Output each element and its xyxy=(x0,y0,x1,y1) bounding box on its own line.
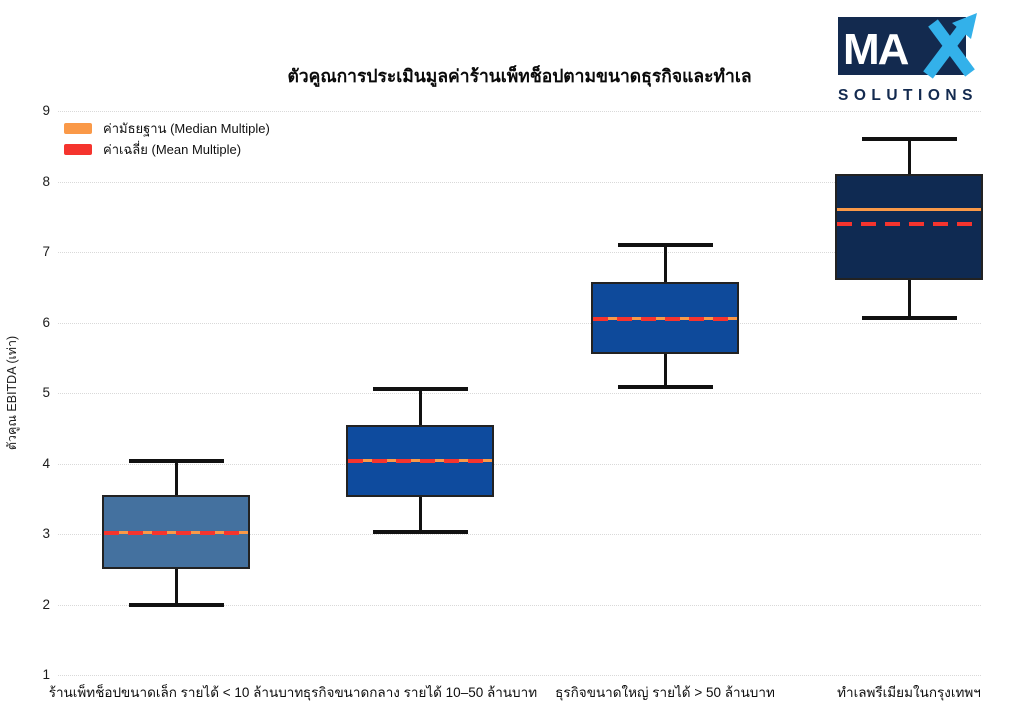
upper-whisker-line xyxy=(418,388,422,425)
y-tick-label: 1 xyxy=(42,667,50,682)
y-tick-label: 8 xyxy=(42,173,50,189)
lower-whisker-line xyxy=(663,354,667,388)
median-legend-swatch xyxy=(64,123,92,134)
x-category-label: ธุรกิจขนาดกลาง รายได้ 10–50 ล้านบาท xyxy=(302,685,538,700)
y-tick-label: 3 xyxy=(42,526,50,541)
y-tick-label: 4 xyxy=(42,455,50,471)
y-tick-label: 6 xyxy=(42,314,50,330)
upper-whisker-line xyxy=(174,461,178,496)
legend-label: ค่าเฉลี่ย (Mean Multiple) xyxy=(103,142,242,157)
legend-label: ค่ามัธยฐาน (Median Multiple) xyxy=(103,121,270,136)
mean-line xyxy=(593,316,737,321)
gridline xyxy=(58,393,981,394)
logo-x-arrow-icon xyxy=(923,13,977,79)
upper-whisker-line xyxy=(907,139,911,175)
mean-line xyxy=(104,530,248,535)
mean-line xyxy=(837,221,981,226)
mean-line xyxy=(348,458,492,463)
gridline xyxy=(58,675,981,676)
y-tick-label: 5 xyxy=(42,385,50,400)
upper-whisker-line xyxy=(663,244,667,283)
lower-whisker-line xyxy=(174,569,178,605)
x-category-label: ธุรกิจขนาดใหญ่ รายได้ > 50 ล้านบาท xyxy=(555,685,775,700)
lower-whisker-line xyxy=(907,280,911,319)
lower-whisker-cap xyxy=(128,602,224,607)
lower-whisker-cap xyxy=(617,385,713,390)
lower-whisker-cap xyxy=(861,316,957,321)
upper-whisker-cap xyxy=(617,242,713,247)
gridline xyxy=(58,252,981,253)
plot-area: ตัวคูณ EBITDA (เท่า) 1 2 3 4 5 6 7 8 9 ร้านเพ็ทช็… xyxy=(5,103,983,700)
legend-item: ค่าเฉลี่ย (Mean Multiple) xyxy=(64,139,270,160)
y-tick-label: 2 xyxy=(42,596,50,612)
gridline xyxy=(58,111,981,112)
lower-whisker-line xyxy=(418,496,422,532)
gridline xyxy=(58,463,981,465)
gridline xyxy=(58,181,981,183)
gridline xyxy=(58,322,981,324)
lower-whisker-cap xyxy=(372,529,468,534)
x-category-label: ร้านเพ็ทช็อปขนาดเล็ก รายได้ < 10 ล้านบาท xyxy=(48,685,304,700)
median-line xyxy=(837,208,981,212)
upper-whisker-cap xyxy=(128,459,224,464)
logo-text-solutions: SOLUTIONS xyxy=(838,87,978,104)
y-tick-label: 7 xyxy=(42,244,50,259)
chart-title: ตัวคูณการประเมินมูลค่าร้านเพ็ทช็อปตามขนา… xyxy=(287,66,752,86)
chart-legend: ค่ามัธยฐาน (Median Multiple) ค่าเฉลี่ย (M… xyxy=(64,118,270,160)
gridline xyxy=(58,534,981,535)
logo-text-ma: MA xyxy=(843,25,909,74)
legend-item: ค่ามัธยฐาน (Median Multiple) xyxy=(64,118,270,139)
gridline xyxy=(58,604,981,606)
upper-whisker-cap xyxy=(372,386,468,391)
x-category-label: ทำเลพรีเมียมในกรุงเทพฯ xyxy=(837,685,981,700)
y-tick-label: 9 xyxy=(42,103,50,118)
mean-legend-swatch xyxy=(64,144,92,155)
box xyxy=(835,174,983,281)
max-solutions-logo: MA SOLUTIONS xyxy=(838,13,978,104)
upper-whisker-cap xyxy=(861,137,957,142)
